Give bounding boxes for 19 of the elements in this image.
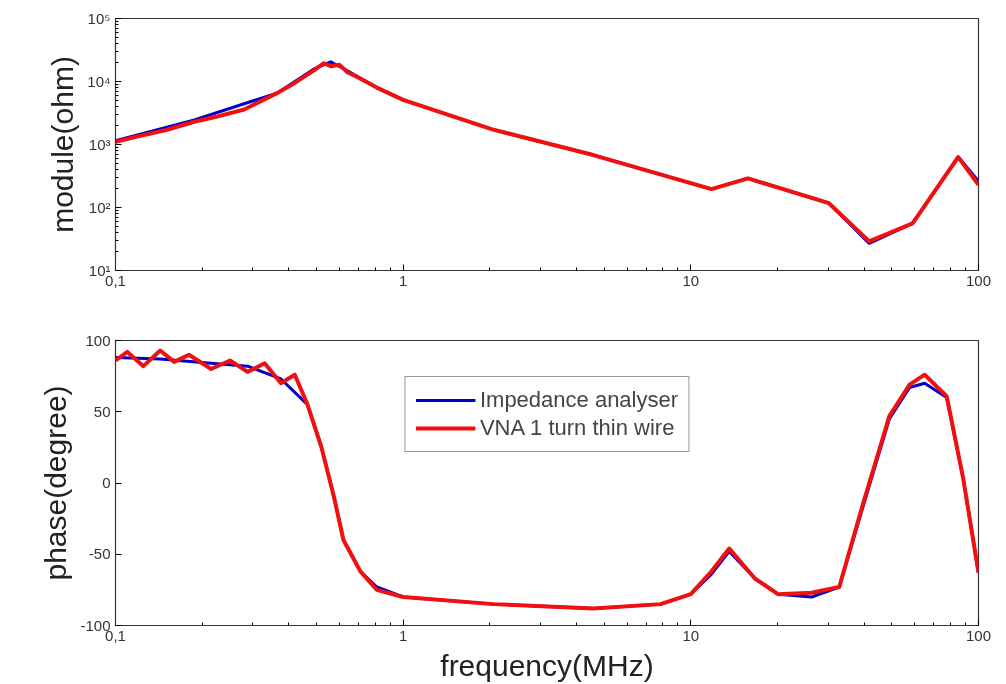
y-tick-label: 0 — [102, 474, 111, 491]
y-tick-label: 50 — [93, 402, 111, 420]
x-tick-label: 100 — [965, 271, 992, 289]
y-tick-label: 100 — [85, 331, 111, 349]
y-axis-title: phase(degree) — [39, 385, 73, 581]
y-tick-label: 10⁴ — [87, 73, 111, 90]
y-tick-label: 10³ — [88, 136, 111, 153]
x-tick-label: 100 — [965, 626, 992, 644]
x-tick-label: 1 — [399, 626, 408, 644]
legend-label: VNA 1 turn thin wire — [479, 415, 675, 441]
x-axis-title: frequency(MHz) — [440, 648, 654, 682]
y-tick-label: 10² — [88, 199, 111, 216]
x-tick-label: 10 — [682, 271, 700, 289]
y-axis-title: module(ohm) — [46, 56, 80, 233]
legend-label: Impedance analyser — [479, 387, 679, 413]
x-tick-label: 1 — [399, 271, 408, 289]
y-tick-label: -50 — [88, 545, 111, 563]
x-tick-label: 10 — [682, 626, 700, 644]
y-tick-label: 10⁵ — [87, 10, 111, 27]
